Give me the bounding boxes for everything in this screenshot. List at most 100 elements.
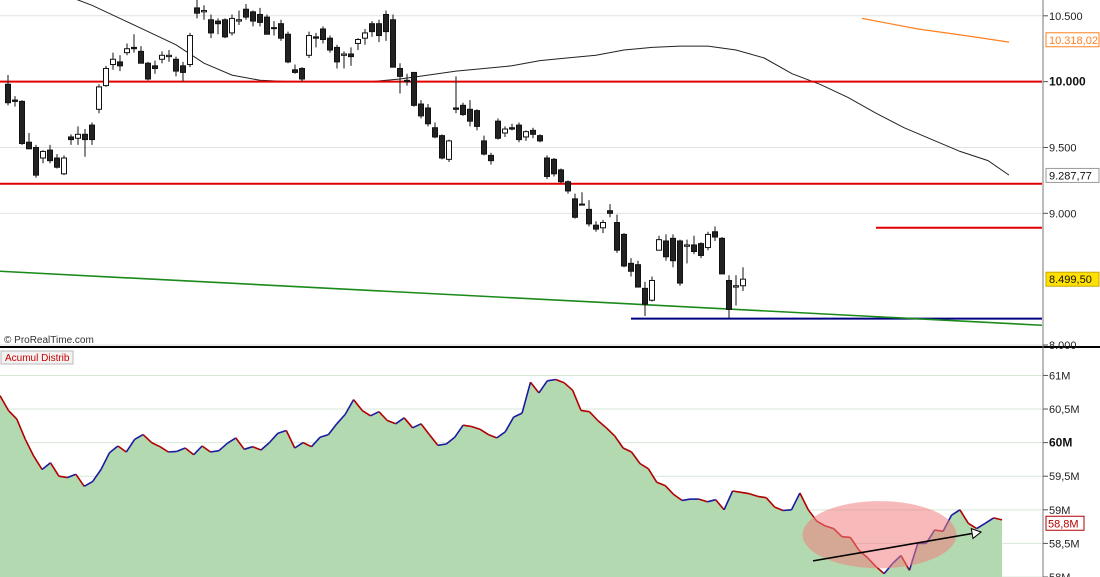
ad-line-segment xyxy=(420,423,431,436)
ad-line-segment xyxy=(75,473,85,487)
ad-line-segment xyxy=(319,433,329,439)
ad-tick-label: 59M xyxy=(1049,505,1070,517)
ad-tick-label: 59,5M xyxy=(1049,471,1080,483)
ad-line-segment xyxy=(176,447,186,453)
candle-body xyxy=(537,135,543,142)
candle-body xyxy=(12,99,18,102)
ad-line-segment xyxy=(454,424,464,438)
ad-line-segment xyxy=(159,446,169,453)
ad-line-segment xyxy=(622,447,632,453)
ad-line-segment xyxy=(740,491,750,495)
candle-body xyxy=(649,279,655,301)
ad-line-segment xyxy=(336,413,346,425)
candle-body xyxy=(180,65,186,73)
ad-tick-label: 58,5M xyxy=(1049,538,1080,550)
ad-line-segment xyxy=(58,475,68,479)
ad-line-segment xyxy=(976,522,986,530)
candle-body xyxy=(502,128,508,134)
candle-body xyxy=(362,32,368,39)
candle-body xyxy=(117,61,123,67)
ad-line-segment xyxy=(462,424,472,428)
candle-body xyxy=(523,131,529,138)
candle-body xyxy=(292,69,298,73)
candle-body xyxy=(628,262,634,272)
ad-line-segment xyxy=(723,490,734,511)
candle-body xyxy=(656,239,662,251)
ad-line-segment xyxy=(681,498,691,502)
price-tag-label: 8.499,50 xyxy=(1049,274,1092,286)
ad-line-segment xyxy=(967,522,978,530)
candle-body xyxy=(446,140,452,160)
ad-line-segment xyxy=(647,468,658,483)
ad-area xyxy=(0,379,1002,577)
price-axis: 10.500 10.000 9.500 9.000 8.000 10.318,02 9.28… xyxy=(1042,0,1100,577)
candle-body xyxy=(453,107,459,110)
ad-line-segment xyxy=(563,382,574,391)
candle-body xyxy=(621,233,627,267)
candle-body xyxy=(439,135,445,159)
ad-line-segment xyxy=(0,395,10,411)
price-tag-box xyxy=(1045,271,1100,287)
candle-body xyxy=(551,158,557,175)
price-panel xyxy=(0,0,1100,348)
candle-body xyxy=(719,237,725,275)
ad-line-segment xyxy=(479,428,489,436)
ad-line-segment xyxy=(496,431,506,439)
ad-line-segment xyxy=(471,425,481,430)
candle-body xyxy=(222,19,228,38)
ad-line-segment xyxy=(529,381,540,394)
ad-line-segment xyxy=(24,438,35,457)
ad-line-segment xyxy=(639,462,649,470)
ad-line-segment xyxy=(412,423,422,429)
ad-line-segment xyxy=(580,409,590,413)
candle-body xyxy=(509,127,515,130)
ad-line-segment xyxy=(210,449,220,453)
candle-body xyxy=(530,129,536,135)
ad-line-segment xyxy=(630,451,641,464)
candle-body xyxy=(425,107,431,125)
ad-line-segment xyxy=(959,509,969,524)
ad-last-tag-label: 58,8M xyxy=(1048,518,1079,530)
price-tick-label: 8.000 xyxy=(1049,340,1077,352)
ad-line-segment xyxy=(732,490,742,494)
ad-line-segment xyxy=(226,437,237,444)
ad-line-segment xyxy=(428,434,439,446)
ad-line-segment xyxy=(344,399,355,415)
candle-body xyxy=(96,86,102,110)
ad-tick-label: 60M xyxy=(1049,436,1072,450)
candle-body xyxy=(145,62,151,80)
candle-body xyxy=(61,157,67,175)
ad-line-segment xyxy=(370,410,380,417)
candle-body xyxy=(194,7,200,14)
candle-body xyxy=(684,244,690,247)
ad-line-segment xyxy=(67,473,77,479)
candle-body xyxy=(467,108,473,122)
candle-body xyxy=(733,285,739,288)
candle-body xyxy=(600,222,606,229)
ad-line-segment xyxy=(277,429,287,434)
price-tag-label: 10.318,02 xyxy=(1049,35,1098,47)
ad-line-segment xyxy=(109,445,119,454)
candle-body xyxy=(215,20,221,25)
candle-body xyxy=(243,8,249,18)
watermark: © ProRealTime.com xyxy=(4,335,94,346)
ad-tick-label: 58M xyxy=(1049,572,1070,577)
candle-body xyxy=(376,23,382,37)
candle-body xyxy=(607,210,613,214)
ad-line-segment xyxy=(352,399,363,411)
ad-line-segment xyxy=(302,441,312,448)
candle-body xyxy=(26,141,32,150)
candle-body xyxy=(131,46,137,50)
ad-line-segment xyxy=(294,441,304,449)
ad-line-segment xyxy=(378,411,388,422)
ad-line-segment xyxy=(588,411,599,422)
ad-line-segment xyxy=(184,447,195,456)
candle-body xyxy=(208,19,214,34)
candle-body xyxy=(677,240,683,284)
candle-body xyxy=(418,103,424,117)
ad-line-segment xyxy=(403,417,414,429)
price-tick-label: 10.000 xyxy=(1049,75,1086,89)
ad-line-segment xyxy=(437,443,447,447)
ad-line-segment xyxy=(555,378,565,384)
